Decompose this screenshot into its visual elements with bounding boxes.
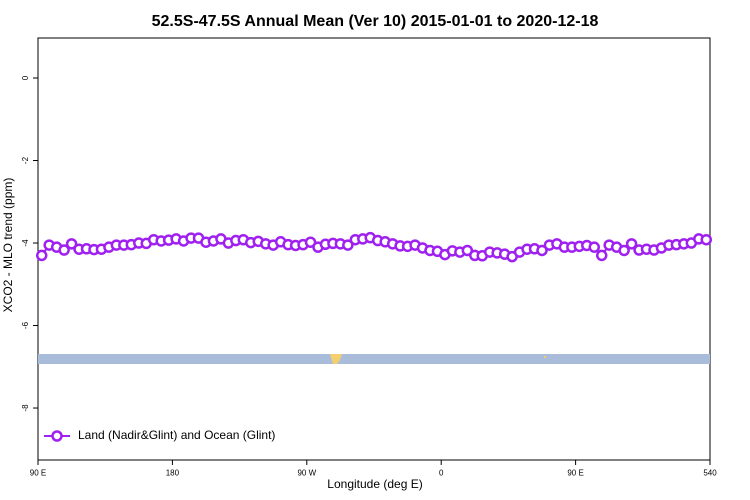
chart-title: 52.5S-47.5S Annual Mean (Ver 10) 2015-01…: [152, 13, 599, 30]
x-tick-label: 90 E: [567, 469, 583, 478]
x-axis-label: Longitude (deg E): [327, 477, 422, 491]
y-tick-label: -4: [21, 239, 30, 247]
y-tick-label: 0: [21, 75, 30, 80]
plot-frame: [37, 37, 711, 461]
land-patch: [330, 354, 342, 364]
legend-label: Land (Nadir&Glint) and Ocean (Glint): [78, 428, 275, 442]
data-point: [588, 241, 601, 253]
x-tick-label: 90 E: [30, 469, 46, 478]
y-axis-label: XCO2 - MLO trend (ppm): [1, 178, 15, 313]
land-patch: [544, 356, 546, 358]
x-tick-label: 90 W: [297, 469, 316, 478]
data-point: [595, 249, 608, 262]
surface-band: [38, 354, 710, 364]
data-point: [536, 244, 548, 257]
data-point: [342, 239, 354, 251]
y-tick-label: -6: [21, 321, 30, 329]
data-point: [625, 238, 638, 250]
data-point: [304, 236, 317, 248]
data-point: [461, 244, 474, 257]
data-point: [65, 238, 78, 250]
y-tick-label: -2: [21, 156, 30, 164]
legend-marker: [51, 430, 63, 442]
x-tick-label: 0: [439, 469, 444, 478]
data-point: [618, 244, 630, 257]
x-tick-label: 540: [703, 469, 717, 478]
y-tick-label: -8: [21, 404, 30, 412]
x-tick-label: 180: [166, 469, 180, 478]
data-point: [35, 249, 48, 262]
data-point: [58, 244, 70, 256]
data-point: [700, 233, 713, 246]
